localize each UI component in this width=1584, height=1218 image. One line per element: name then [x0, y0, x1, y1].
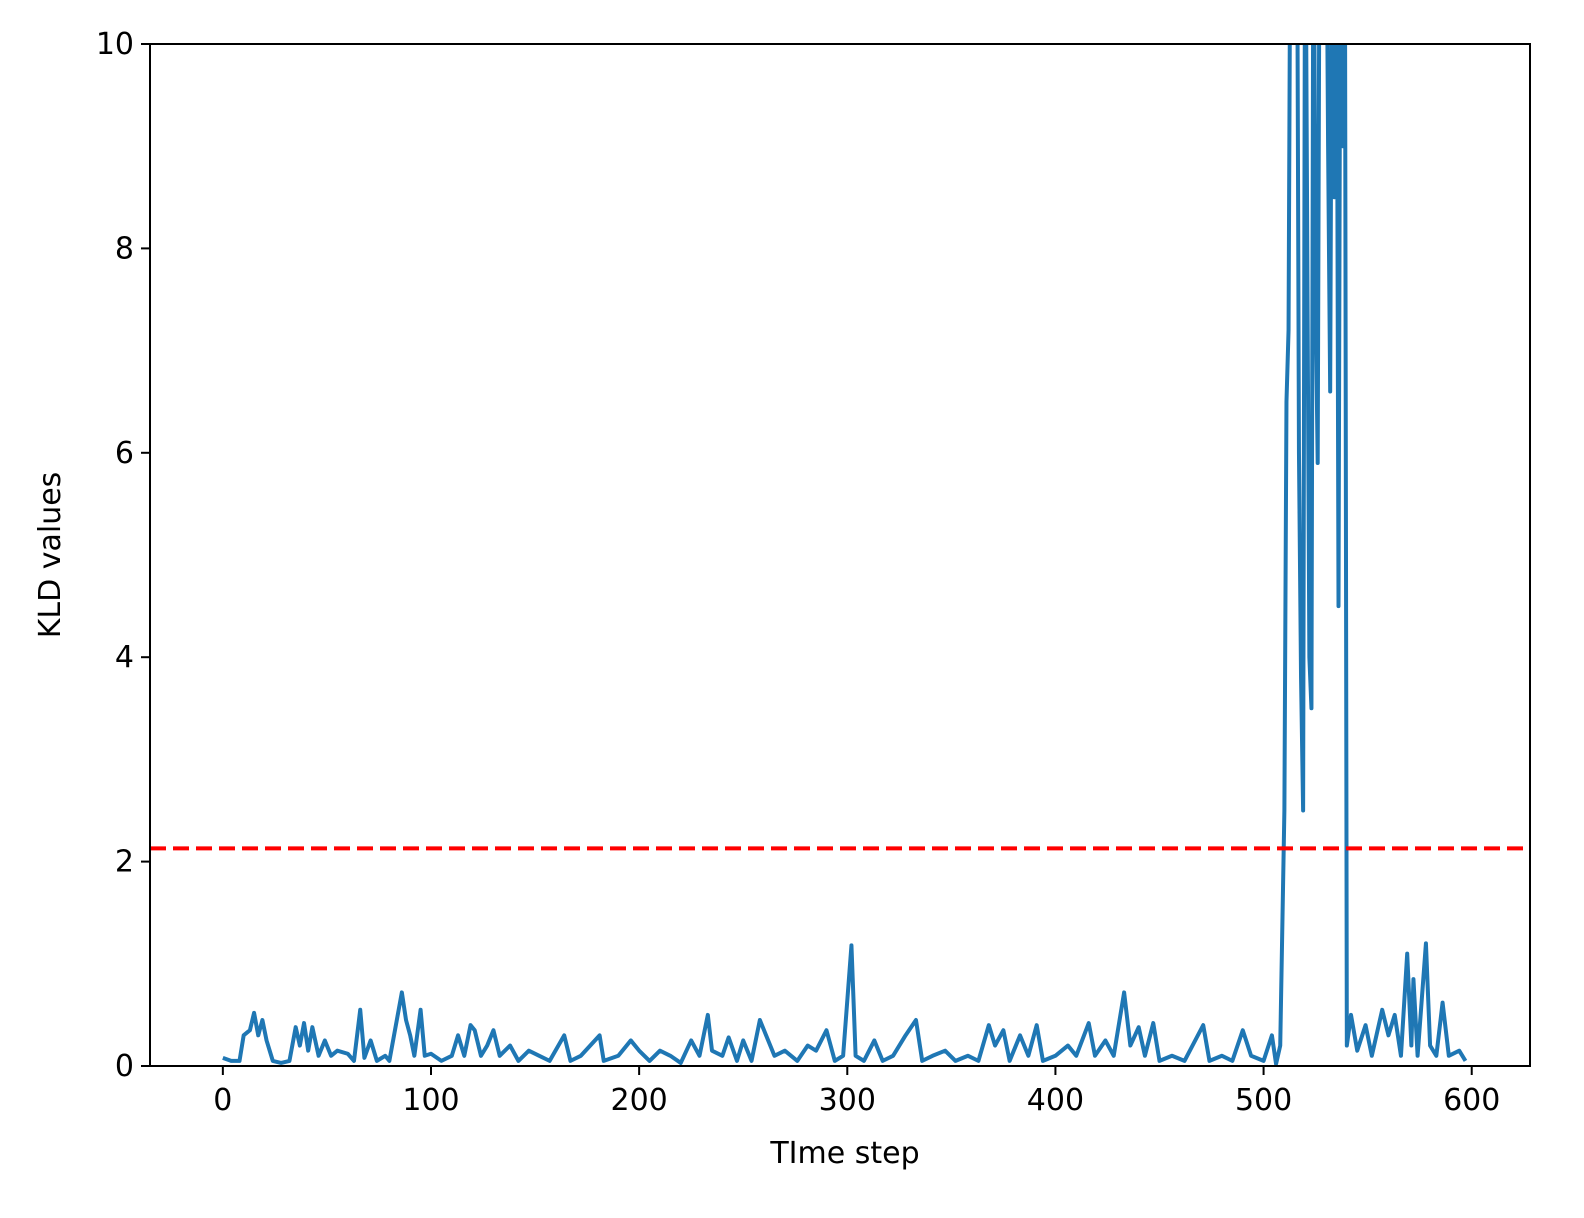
y-tick-label: 0 — [115, 1049, 134, 1084]
x-tick-label: 500 — [1235, 1083, 1292, 1118]
x-tick-label: 600 — [1443, 1083, 1500, 1118]
y-axis-label: KLD values — [33, 472, 68, 639]
x-tick-label: 100 — [402, 1083, 459, 1118]
x-axis-label: TIme step — [769, 1136, 919, 1171]
y-tick-label: 10 — [96, 27, 134, 62]
x-tick-label: 400 — [1027, 1083, 1084, 1118]
plot-frame — [149, 43, 1531, 1067]
data-line — [222, 44, 1468, 1066]
y-tick-label: 2 — [115, 845, 134, 880]
y-tick-label: 4 — [115, 640, 134, 675]
x-tick-label: 200 — [611, 1083, 668, 1118]
x-tick-label: 0 — [213, 1083, 232, 1118]
y-tick-label: 6 — [115, 436, 134, 471]
x-tick-label: 300 — [819, 1083, 876, 1118]
y-tick-label: 8 — [115, 231, 134, 266]
